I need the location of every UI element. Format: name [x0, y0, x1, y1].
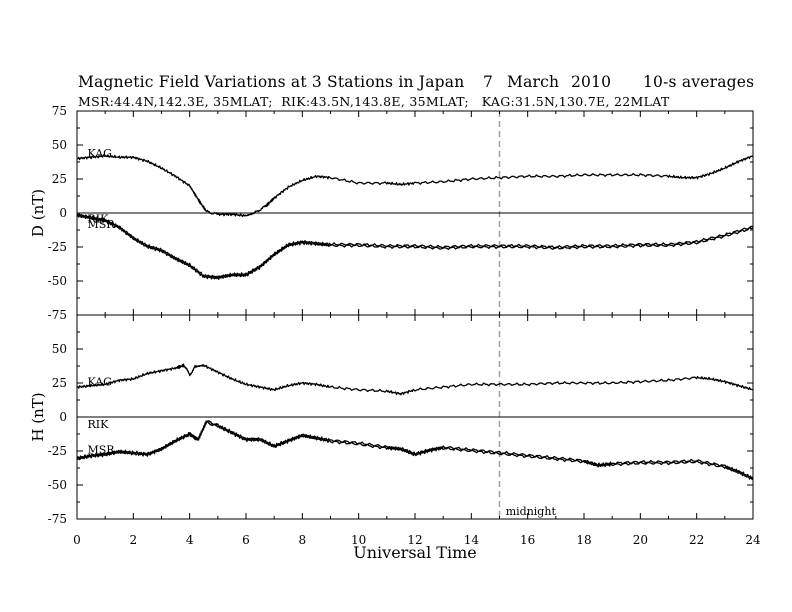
annotation-midnight: midnight: [506, 505, 557, 518]
y-tick-label: 50: [52, 138, 67, 152]
y-tick-label: -75: [48, 308, 67, 322]
x-axis-label: Universal Time: [353, 543, 476, 562]
h-panel: -75 -50 -25 0 25 50 H (nT) KAG RIK MSR midnight: [29, 314, 754, 526]
y-axis-label: D (nT): [29, 189, 47, 237]
series-line-h-rik: [76, 420, 754, 479]
x-tick-label: 24: [745, 533, 761, 547]
annotation-msr: MSR: [87, 444, 115, 457]
chart-title-day: 7: [483, 73, 494, 91]
y-tick-label: 50: [52, 342, 67, 356]
y-tick-label: 25: [52, 376, 67, 390]
chart-subtitle-stations: MSR:44.4N,142.3E, 35MLAT; RIK:43.5N,143.…: [78, 94, 670, 109]
y-tick-label: -75: [48, 512, 67, 526]
x-tick-label: 20: [633, 533, 648, 547]
annotation-kag: KAG: [87, 376, 112, 389]
x-tick-label: 12: [407, 533, 422, 547]
y-tick-label: -50: [48, 274, 67, 288]
y-axis-label: H (nT): [29, 392, 47, 441]
y-tick-label: 75: [52, 104, 67, 118]
annotation-msr: MSR: [87, 218, 115, 231]
annotation-kag: KAG: [87, 147, 112, 160]
series-line-h-kag: [76, 363, 754, 396]
y-tick-label: -25: [48, 444, 67, 458]
chart-title-main: Magnetic Field Variations at 3 Stations …: [78, 73, 465, 91]
y-tick-label: 0: [59, 410, 67, 424]
y-tick-label: 0: [59, 206, 67, 220]
y-tick-label: 25: [52, 172, 67, 186]
x-tick-label: 10: [351, 533, 366, 547]
chart-title-month: March: [507, 73, 560, 91]
chart-title-year: 2010: [571, 73, 612, 91]
x-tick-label: 0: [73, 533, 81, 547]
y-tick-label: -25: [48, 240, 67, 254]
y-tick-label: -50: [48, 478, 67, 492]
x-tick-label: 18: [576, 533, 591, 547]
series-line-h-msr: [76, 420, 754, 481]
x-tick-label: 2: [130, 533, 138, 547]
series-line-d-msr: [76, 214, 754, 280]
x-tick-label: 6: [242, 533, 250, 547]
annotation-rik: RIK: [87, 418, 109, 431]
annotation-rik: RIK: [87, 212, 109, 225]
x-tick-label: 16: [520, 533, 535, 547]
x-tick-label: 8: [299, 533, 307, 547]
x-tick-label: 4: [186, 533, 194, 547]
chart-title-averaging: 10-s averages: [643, 73, 755, 91]
x-tick-label: 22: [689, 533, 704, 547]
x-tick-label: 14: [464, 533, 480, 547]
series-line-d-kag: [77, 154, 754, 218]
